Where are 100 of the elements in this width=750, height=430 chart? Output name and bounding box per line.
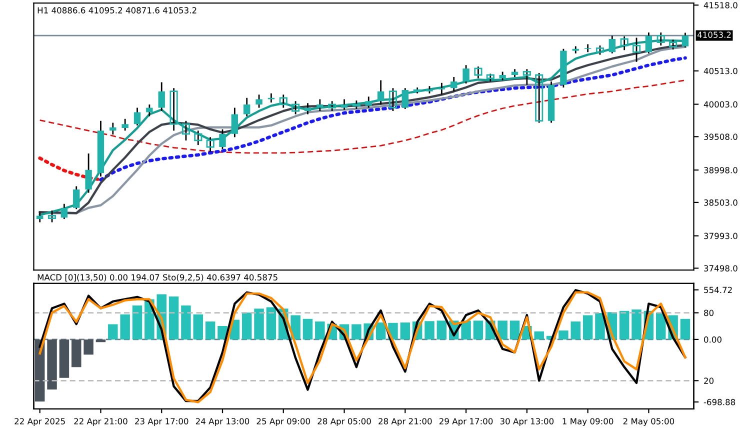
candlestick (462, 64, 470, 84)
x-tick-label: 30 Apr 13:00 (500, 418, 554, 426)
x-tick-label: 22 Apr 2025 (14, 418, 65, 426)
line-series (99, 56, 687, 182)
y2-tick-label: 80 (704, 310, 714, 316)
candlestick (48, 210, 56, 223)
y-tick-label: -698.88 (704, 398, 736, 406)
bar (290, 315, 300, 340)
bar (510, 320, 520, 340)
bar (656, 312, 666, 340)
candlestick (535, 72, 544, 124)
chart-title: H1 40886.6 41095.2 40871.6 41053.2 (38, 7, 196, 14)
x-tick-label: 2 May 05:00 (623, 418, 674, 426)
y-tick-label: 39508.0 (704, 134, 738, 140)
candlestick (292, 100, 300, 115)
y-tick-label: 37498.0 (704, 265, 738, 272)
y-tick-label: 554.72 (704, 286, 732, 294)
x-tick-label: 29 Apr 17:00 (439, 418, 493, 426)
bar (96, 339, 106, 342)
bar (376, 322, 386, 340)
candlestick (402, 87, 408, 110)
bar (47, 339, 57, 390)
x-tick-label: 24 Apr 13:00 (196, 418, 250, 426)
bar (570, 322, 581, 340)
bar (72, 339, 82, 368)
bar (84, 339, 94, 355)
candlestick (365, 96, 372, 108)
bar (59, 339, 70, 378)
candlestick (182, 120, 190, 142)
bar (120, 314, 130, 340)
bar (619, 310, 630, 340)
candlestick (450, 76, 458, 92)
x-tick-label: 23 Apr 17:00 (135, 418, 188, 426)
candlestick (73, 186, 80, 210)
candlestick (316, 98, 324, 112)
y-tick-label: 0.00 (704, 336, 722, 343)
y2-tick-label: 20 (704, 378, 714, 384)
bar (436, 320, 447, 340)
ref-line-label: 41053.2 (697, 32, 731, 38)
candlestick (596, 44, 604, 56)
bar (473, 320, 484, 340)
bar (132, 305, 142, 340)
bar (632, 309, 642, 340)
candlestick (110, 122, 116, 136)
bar (181, 305, 191, 340)
candlestick (669, 38, 678, 50)
candlestick (206, 136, 214, 152)
bar (315, 322, 325, 340)
candlestick (656, 32, 665, 46)
candlestick (194, 130, 202, 146)
candlestick (85, 152, 92, 194)
candlestick (682, 32, 689, 48)
candlestick (620, 36, 628, 51)
candlestick (388, 87, 398, 112)
bar (582, 315, 593, 340)
y-tick-label: 37993.0 (704, 232, 738, 240)
bar (595, 313, 605, 340)
candlestick (584, 44, 592, 53)
bar (205, 322, 216, 340)
candlestick (608, 35, 616, 54)
candlestick (256, 94, 262, 108)
chart-title: MACD [0](13,50) 0.00 194.07 Sto(9,2,5) 40.6397 40.5875 (38, 274, 278, 282)
y-tick-label: 40513.0 (704, 68, 738, 74)
bar (108, 324, 118, 340)
candlestick (522, 68, 531, 86)
x-tick-label: 25 Apr 09:00 (256, 418, 310, 426)
bar (680, 318, 690, 340)
bar (266, 307, 276, 340)
candlestick (377, 80, 384, 106)
bar (400, 322, 410, 340)
bar (498, 320, 508, 340)
bar (558, 330, 568, 340)
bar (424, 321, 434, 340)
y-tick-label: 40003.0 (704, 101, 738, 108)
bar (352, 324, 362, 340)
y-tick-label: 41518.0 (704, 2, 738, 8)
bar (193, 314, 204, 340)
candlestick (134, 107, 141, 126)
candlestick (231, 107, 238, 138)
x-tick-label: 28 Apr 21:00 (378, 418, 432, 426)
bar (242, 312, 252, 340)
candlestick (632, 37, 641, 63)
bar (168, 296, 179, 340)
candlestick (122, 118, 128, 132)
line-series (39, 80, 686, 154)
candlestick (645, 32, 652, 54)
bar (534, 331, 544, 340)
candlestick (244, 97, 250, 117)
candlestick (60, 203, 68, 220)
candlestick (438, 82, 446, 96)
candlestick (328, 100, 336, 112)
bar (302, 318, 313, 340)
bar (254, 308, 264, 340)
candlestick (158, 82, 165, 112)
candlestick (146, 104, 153, 117)
y-tick-label: 38503.0 (704, 199, 738, 206)
x-tick-label: 22 Apr 21:00 (74, 418, 128, 426)
candlestick (304, 102, 312, 115)
candlestick (219, 128, 226, 150)
candlestick (279, 94, 288, 108)
